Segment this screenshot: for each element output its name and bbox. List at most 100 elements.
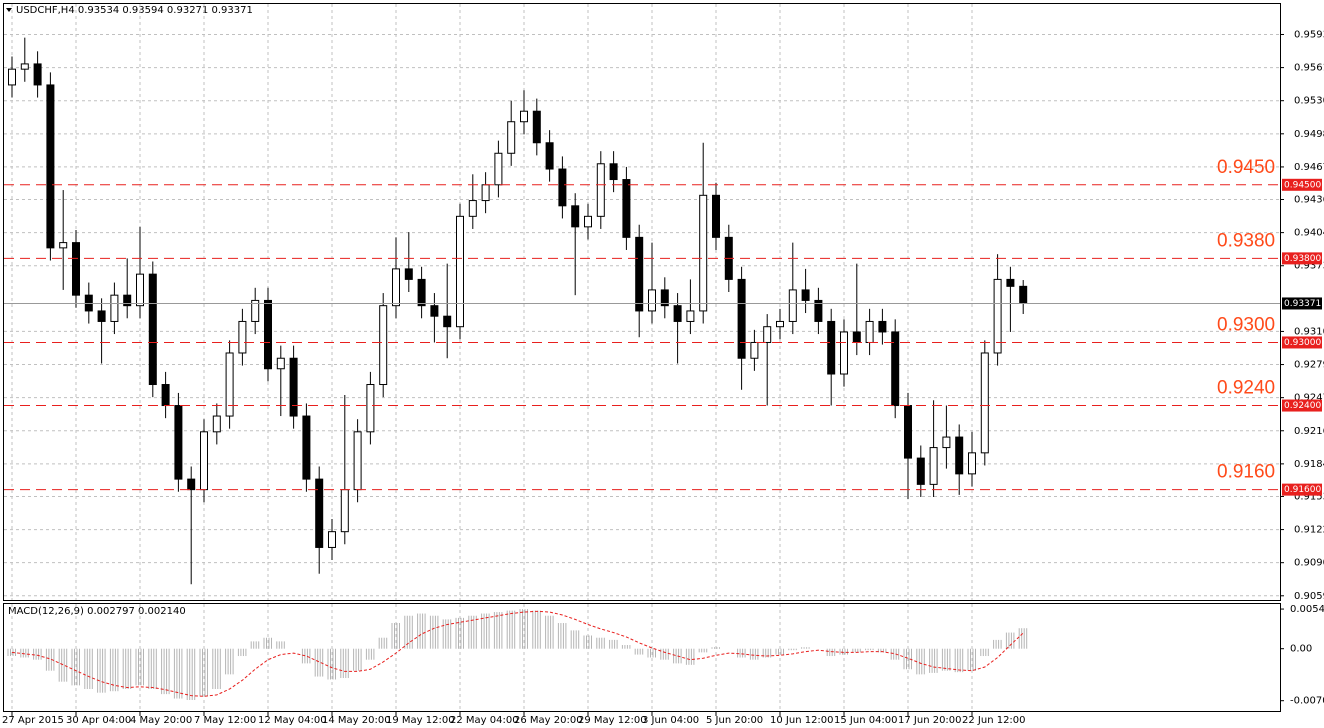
candle-body — [699, 194, 708, 312]
x-tick-label: 22 May 04:00 — [450, 715, 519, 726]
y-tick-label: 0.90905 — [1294, 558, 1324, 569]
y-tick-label: 0.95930 — [1294, 29, 1324, 40]
candle-body — [302, 415, 311, 480]
x-tick-label: 15 Jun 04:00 — [834, 715, 898, 726]
candle-body — [955, 436, 964, 475]
level-tag-box — [1282, 252, 1322, 265]
candle-body — [942, 436, 951, 449]
candle-body — [878, 320, 887, 333]
candle-body — [686, 310, 695, 322]
candle-body — [353, 431, 362, 491]
x-tick-label: 4 May 20:00 — [130, 715, 192, 726]
candle-body — [558, 168, 567, 207]
candle-body — [110, 294, 119, 322]
level-tag-box — [1282, 483, 1322, 496]
candle-body — [622, 179, 631, 238]
candle-body — [673, 305, 682, 322]
candle-body — [417, 278, 426, 307]
candle-body — [148, 273, 157, 386]
candle-body — [404, 268, 413, 280]
y-tick-label: 0.92475 — [1294, 393, 1324, 404]
macd-frame — [3, 603, 1281, 712]
y-tick-label: 0.94670 — [1294, 162, 1324, 173]
candle-body — [123, 294, 132, 307]
candle-body — [136, 273, 144, 307]
x-tick-label: 29 May 12:00 — [578, 715, 647, 726]
y-tick-label: 0.95300 — [1294, 96, 1324, 107]
x-tick-label: 19 May 12:00 — [386, 715, 455, 726]
level-label: 0.9450 — [1217, 157, 1275, 178]
candle-body — [1019, 285, 1028, 304]
level-tag-box — [1282, 178, 1322, 191]
x-tick-label: 12 May 04:00 — [258, 715, 327, 726]
candle-body — [443, 315, 452, 328]
candle-body — [660, 289, 669, 307]
x-tick-label: 14 May 20:00 — [322, 715, 391, 726]
candle-body — [648, 289, 656, 312]
y-tick-label: 0.94360 — [1294, 195, 1324, 206]
y-tick-label: -0.007095 — [1290, 696, 1324, 707]
x-tick-label: 26 May 20:00 — [514, 715, 583, 726]
level-tag: 0.93800 — [1284, 254, 1321, 264]
level-tag-box — [1282, 336, 1322, 349]
candle-body — [1006, 278, 1015, 287]
candle-body — [315, 478, 324, 548]
candle-body — [532, 110, 541, 144]
candle-body — [238, 320, 247, 354]
candle-body — [276, 357, 285, 370]
candle-body — [750, 341, 759, 359]
y-tick-label: 0.91535 — [1294, 491, 1324, 502]
y-tick-label: 0.92160 — [1294, 426, 1324, 437]
candle-body — [468, 200, 477, 217]
candle-body — [456, 215, 464, 328]
candle-body — [212, 415, 221, 433]
candle-body — [635, 236, 644, 312]
macd-title: MACD(12,26,9) 0.002797 0.002140 — [8, 606, 186, 617]
candle-body — [814, 299, 823, 322]
y-tick-label: 0.90590 — [1294, 591, 1324, 602]
candle-body — [379, 305, 388, 386]
candle-body — [865, 320, 874, 343]
candle-body — [289, 357, 298, 417]
candle-body — [801, 289, 810, 301]
level-label: 0.9160 — [1217, 462, 1275, 483]
y-tick-label: 0.91220 — [1294, 525, 1324, 536]
candle-body — [46, 84, 55, 249]
candle-body — [161, 384, 170, 407]
x-tick-label: 10 Jun 12:00 — [770, 715, 834, 726]
level-tag: 0.94500 — [1284, 180, 1321, 190]
level-label: 0.9240 — [1217, 378, 1275, 399]
last-price-label: 0.93371 — [1284, 299, 1321, 309]
candle-body — [494, 152, 503, 186]
candle-body — [609, 163, 618, 181]
y-tick-label: 0.91845 — [1294, 459, 1324, 470]
x-tick-label: 17 Jun 20:00 — [898, 715, 962, 726]
candle-body — [328, 531, 336, 548]
x-tick-label: 5 Jun 20:00 — [706, 715, 763, 726]
candle-body — [993, 278, 1002, 354]
y-tick-label: 0.94045 — [1294, 228, 1324, 239]
candle-body — [840, 331, 848, 375]
candle-body — [72, 242, 80, 296]
y-tick-label: 0.93105 — [1294, 326, 1324, 337]
candle-body — [980, 352, 989, 454]
candle-body — [827, 320, 836, 375]
level-tag-box — [1282, 399, 1322, 412]
x-tick-label: 22 Jun 12:00 — [962, 715, 1026, 726]
menu-triangle — [6, 8, 12, 12]
signal-line — [11, 610, 1024, 697]
x-tick-label: 7 May 12:00 — [194, 715, 256, 726]
candle-body — [788, 289, 797, 322]
candle-body — [904, 405, 912, 459]
y-tick-label: 0.00 — [1290, 644, 1312, 655]
candle-body — [174, 405, 183, 480]
x-tick-label: 27 Apr 2015 — [2, 715, 64, 726]
candle-body — [481, 184, 490, 202]
candle-body — [891, 331, 900, 407]
candle-body — [187, 478, 196, 491]
candle-body — [340, 489, 349, 533]
chart-title: USDCHF,H4 0.93534 0.93594 0.93271 0.9337… — [16, 5, 253, 16]
candle-body — [712, 194, 720, 238]
